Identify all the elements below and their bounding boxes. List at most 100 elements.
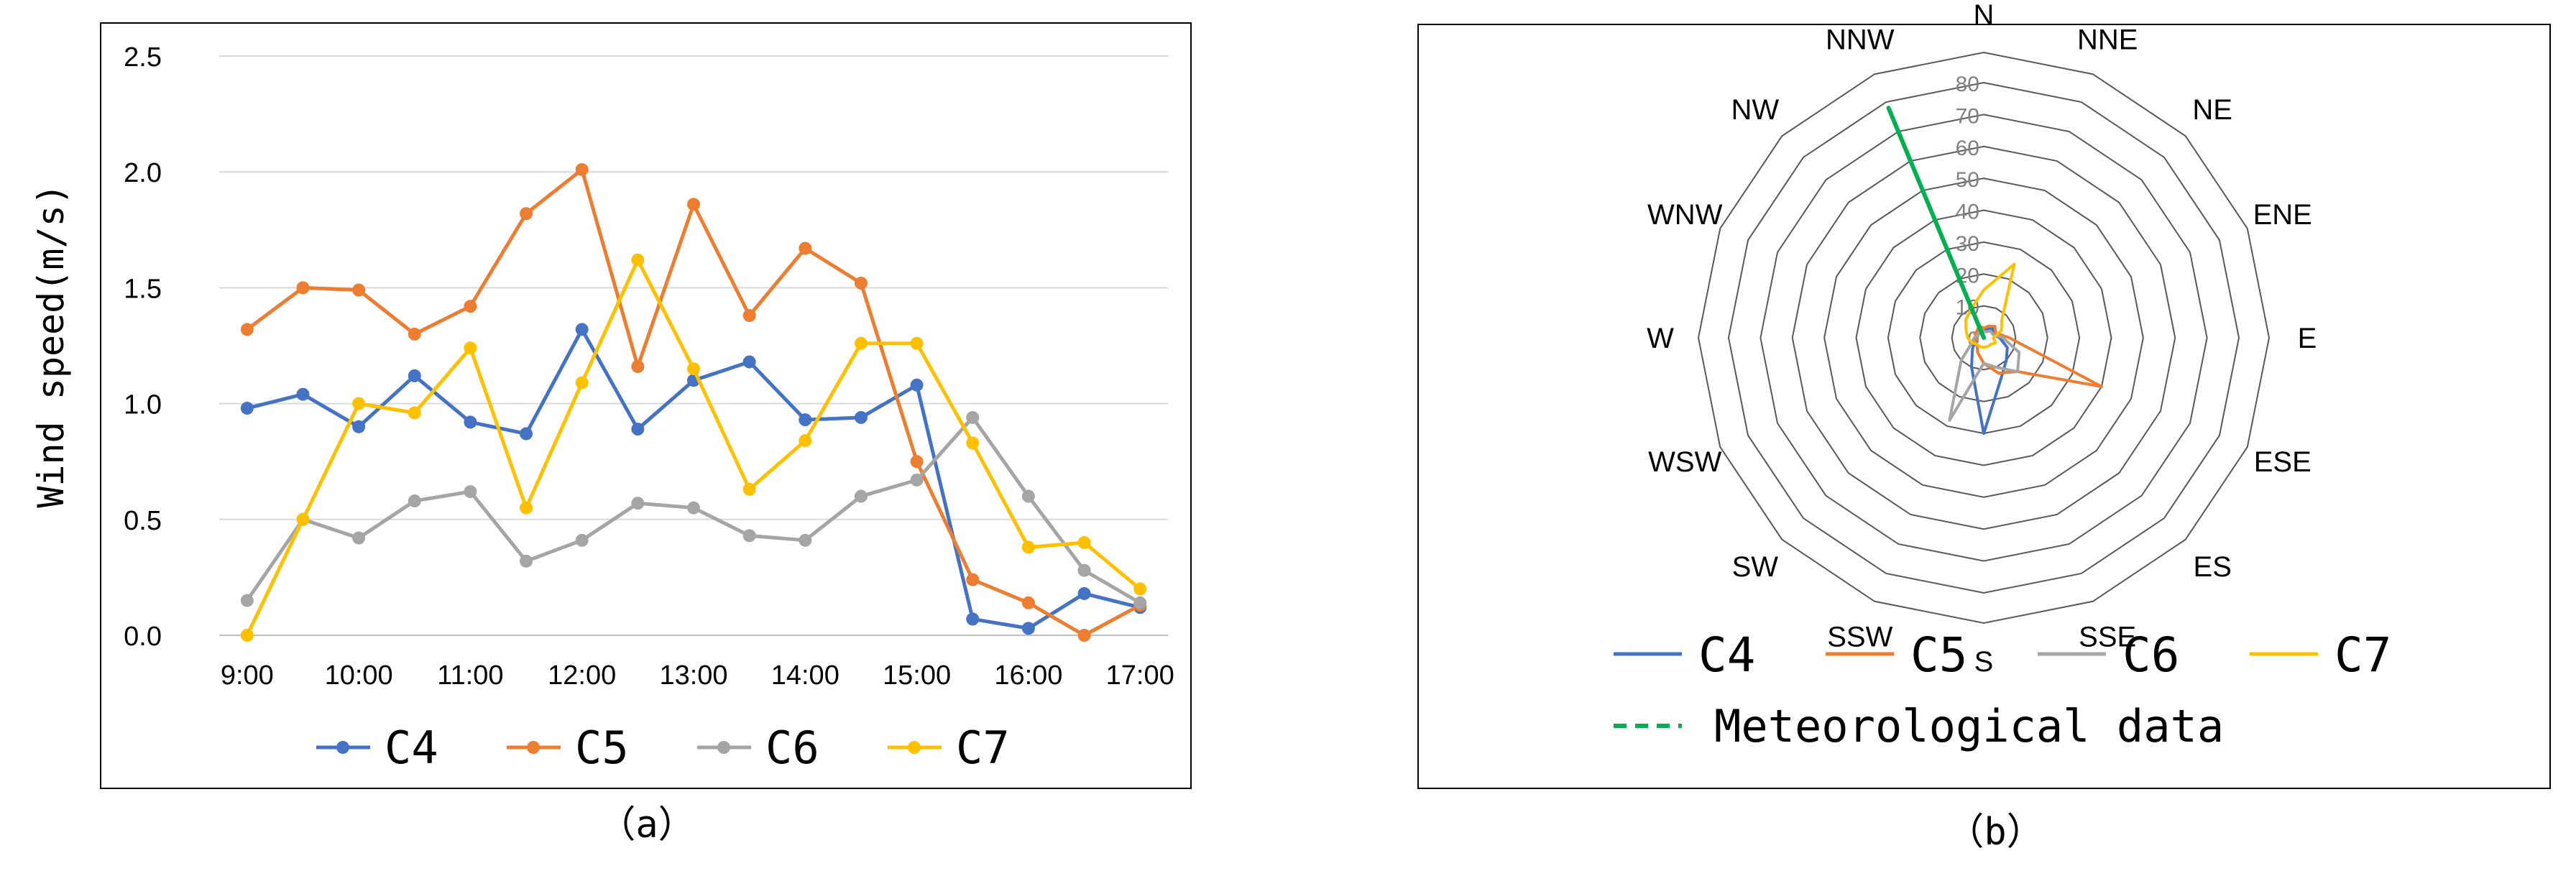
direction-label-NE: NE: [2192, 94, 2232, 126]
radar-ring: [1855, 209, 2112, 466]
data-point-C5: [240, 323, 254, 336]
direction-label-NW: NW: [1731, 94, 1779, 126]
data-point-C4: [296, 387, 310, 401]
data-point-C6: [1021, 489, 1035, 503]
legend-label-C7: C7: [2334, 627, 2391, 683]
data-point-C4: [408, 369, 421, 382]
data-point-C6: [408, 494, 421, 508]
data-point-C7: [464, 341, 477, 355]
data-point-C6: [687, 501, 700, 515]
radar-ring: [1951, 305, 2017, 371]
data-point-C4: [742, 355, 756, 369]
radar-outer-ring: [1697, 51, 2271, 625]
radar-ring: [1919, 273, 2048, 402]
data-point-C5: [631, 360, 645, 374]
legend-label-C5: C5: [575, 722, 629, 774]
direction-label-SW: SW: [1732, 551, 1779, 583]
panel-b-frame: [1417, 24, 2551, 789]
radar-series-C7: [1964, 262, 2016, 349]
direction-label-N: N: [1974, 0, 1995, 31]
data-point-C5: [966, 573, 980, 586]
legend-marker-C6: [717, 741, 730, 754]
x-tick-label: 10:00: [325, 660, 393, 691]
direction-label-W: W: [1647, 323, 1674, 354]
data-point-C6: [352, 531, 366, 545]
data-point-C6: [966, 410, 980, 424]
data-point-C4: [854, 410, 868, 424]
legend-marker-C7: [908, 741, 921, 754]
radial-tick-label: 50: [1956, 168, 1979, 192]
panel-a-line-chart: 0.0 0.5 1.0 1.5 2.0 2.5 Wind speed(m/s) 9:00 10:…: [30, 42, 1174, 774]
direction-label-E: E: [2298, 323, 2317, 354]
y-axis-label: Wind speed(m/s): [30, 183, 72, 508]
data-point-C4: [799, 413, 812, 427]
data-point-C7: [910, 336, 924, 350]
data-point-C5: [1077, 629, 1091, 642]
radial-tick-label: 70: [1956, 104, 1979, 128]
data-point-C4: [240, 402, 254, 415]
data-point-C6: [910, 473, 924, 487]
y-tick-label: 2.5: [124, 42, 162, 73]
x-tick-label: 11:00: [437, 660, 503, 691]
direction-label-S: S: [1974, 646, 1994, 678]
data-point-C5: [352, 283, 366, 297]
radar-series-C6: [1948, 327, 2021, 422]
data-point-C7: [352, 397, 366, 410]
data-point-C6: [854, 489, 868, 503]
data-point-C5: [910, 455, 924, 469]
data-point-C5: [575, 162, 589, 176]
data-point-C5: [687, 198, 700, 211]
data-point-C4: [1021, 622, 1035, 635]
legend-label-C6: C6: [765, 722, 819, 774]
data-point-C4: [520, 427, 533, 441]
y-tick-label: 1.5: [124, 274, 162, 304]
radar-series-Meteorological-data: [1886, 106, 1986, 340]
radar-ring: [1760, 114, 2208, 562]
data-point-C7: [631, 253, 645, 267]
x-tick-label: 15:00: [883, 660, 951, 691]
data-point-C7: [1077, 536, 1091, 550]
data-point-C5: [520, 207, 533, 221]
data-point-C6: [464, 485, 477, 499]
radar-ring: [1727, 81, 2240, 594]
direction-label-WSW: WSW: [1648, 446, 1721, 478]
y-tick-label: 0.0: [124, 622, 162, 652]
data-point-C7: [575, 376, 589, 390]
x-tick-label: 16:00: [994, 660, 1062, 691]
data-point-C6: [799, 533, 812, 547]
direction-label-ENE: ENE: [2253, 199, 2312, 231]
data-point-C6: [631, 497, 645, 510]
legend-label-C4: C4: [1698, 627, 1755, 683]
legend-label-C5: C5: [1910, 627, 1967, 683]
data-point-C5: [799, 241, 812, 255]
direction-label-WNW: WNW: [1647, 199, 1723, 231]
radial-tick-label: 40: [1956, 201, 1979, 224]
radar-ring: [1791, 145, 2176, 530]
x-tick-label: 14:00: [771, 660, 840, 691]
data-point-C5: [408, 327, 421, 341]
data-point-C6: [240, 594, 254, 607]
data-point-C4: [966, 612, 980, 626]
direction-label-ES: ES: [2194, 551, 2232, 583]
data-point-C7: [742, 482, 756, 496]
legend-marker-C4: [336, 741, 349, 754]
data-point-C4: [1077, 586, 1091, 600]
data-point-C7: [296, 512, 310, 526]
x-tick-label: 12:00: [548, 660, 616, 691]
data-point-C4: [464, 415, 477, 429]
data-point-C7: [854, 336, 868, 350]
data-point-C5: [854, 276, 868, 290]
data-point-C7: [799, 434, 812, 448]
data-point-C7: [408, 406, 421, 420]
x-tick-label: 9:00: [221, 660, 274, 691]
data-point-C6: [1077, 563, 1091, 577]
data-point-C6: [742, 529, 756, 543]
data-point-C5: [296, 281, 310, 295]
legend-label-meteorological: Meteorological data: [1714, 700, 2224, 752]
data-point-C7: [687, 362, 700, 376]
data-point-C5: [1021, 596, 1035, 609]
radial-tick-label: 60: [1956, 137, 1979, 160]
data-point-C7: [966, 436, 980, 450]
x-tick-label: 17:00: [1106, 660, 1174, 691]
